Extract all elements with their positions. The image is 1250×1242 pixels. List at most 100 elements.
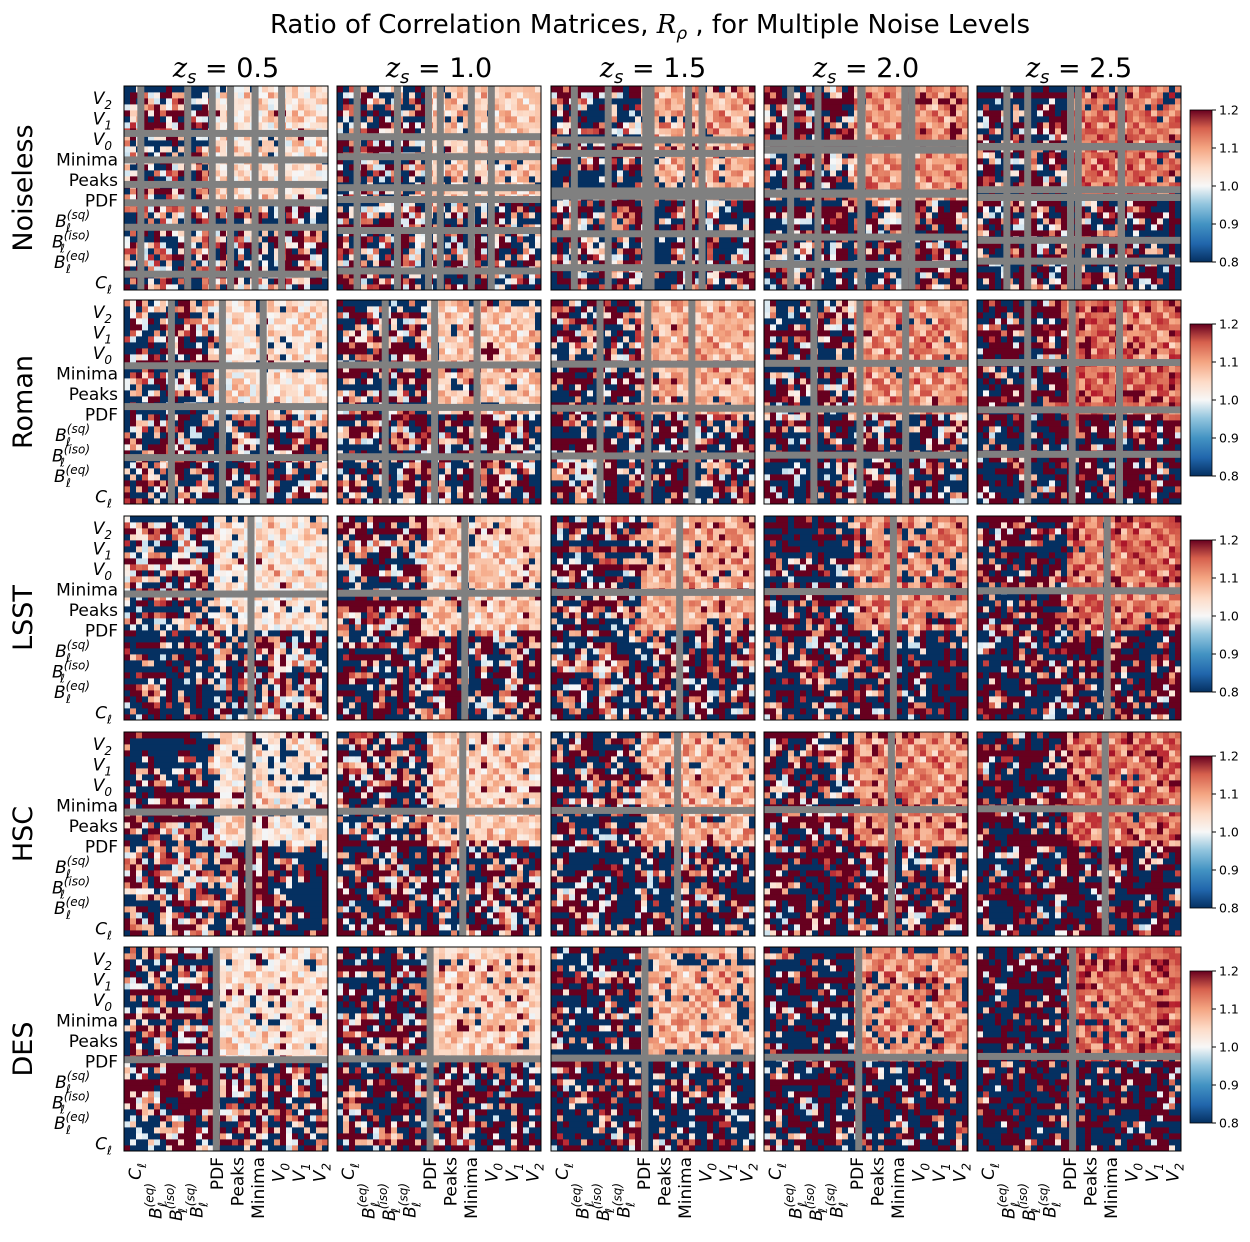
heatmap-cell <box>776 134 782 140</box>
heatmap-cell <box>409 176 415 182</box>
heatmap-cell <box>770 284 776 290</box>
heatmap-cell <box>409 260 415 266</box>
heatmap-cell <box>926 116 932 122</box>
heatmap-cell <box>238 164 244 170</box>
heatmap-cell <box>557 176 563 182</box>
heatmap-cell <box>665 254 671 260</box>
heatmap-cell <box>962 134 968 140</box>
heatmap-cell <box>800 182 806 188</box>
heatmap-cell <box>292 86 298 92</box>
heatmap-cell <box>926 212 932 218</box>
heatmap-cell <box>719 110 725 116</box>
heatmap-cell <box>451 140 457 146</box>
heatmap-cell <box>316 122 322 128</box>
heatmap-cell <box>725 272 731 278</box>
heatmap-cell <box>587 104 593 110</box>
heatmap-cell <box>124 188 130 194</box>
heatmap-cell <box>523 278 529 284</box>
heatmap-cell <box>385 122 391 128</box>
heatmap-cell <box>286 146 292 152</box>
heatmap-cell <box>659 182 665 188</box>
heatmap-cell <box>719 278 725 284</box>
heatmap-cell <box>172 110 178 116</box>
heatmap-cell <box>385 98 391 104</box>
heatmap-cell <box>836 98 842 104</box>
heatmap-cell <box>316 164 322 170</box>
heatmap-cell <box>707 254 713 260</box>
heatmap-cell <box>824 200 830 206</box>
heatmap-cell <box>457 260 463 266</box>
heatmap-cell <box>367 164 373 170</box>
heatmap-cell <box>316 188 322 194</box>
heatmap-cell <box>238 104 244 110</box>
heatmap-cell <box>830 218 836 224</box>
heatmap-cell <box>535 206 541 212</box>
heatmap-cell <box>842 164 848 170</box>
heatmap-cell <box>677 122 683 128</box>
heatmap-cell <box>379 284 385 290</box>
heatmap-cell <box>457 98 463 104</box>
heatmap-cell <box>836 278 842 284</box>
heatmap-cell <box>749 272 755 278</box>
heatmap-cell <box>926 158 932 164</box>
heatmap-cell <box>581 206 587 212</box>
heatmap-cell <box>950 212 956 218</box>
heatmap-cell <box>989 128 995 134</box>
heatmap-cell <box>599 110 605 116</box>
heatmap-cell <box>148 86 154 92</box>
heatmap-cell <box>776 248 782 254</box>
heatmap-cell <box>304 230 310 236</box>
heatmap-cell <box>268 92 274 98</box>
heatmap-cell <box>989 284 995 290</box>
heatmap-cell <box>244 260 250 266</box>
heatmap-cell <box>725 248 731 254</box>
heatmap-cell <box>836 164 842 170</box>
heatmap-cell <box>587 110 593 116</box>
heatmap-cell <box>836 170 842 176</box>
heatmap-cell <box>505 278 511 284</box>
heatmap-cell <box>154 104 160 110</box>
heatmap-cell <box>130 86 136 92</box>
heatmap-cell <box>623 122 629 128</box>
heatmap-cell <box>220 116 226 122</box>
heatmap-cell <box>379 236 385 242</box>
heatmap-cell <box>719 104 725 110</box>
heatmap-cell <box>617 278 623 284</box>
heatmap-cell <box>866 128 872 134</box>
heatmap-cell <box>848 110 854 116</box>
heatmap-cell <box>385 248 391 254</box>
heatmap-cell <box>517 146 523 152</box>
heatmap-cell <box>983 284 989 290</box>
heatmap-cell <box>671 218 677 224</box>
heatmap-cell <box>866 182 872 188</box>
heatmap-cell <box>298 170 304 176</box>
heatmap-cell <box>475 284 481 290</box>
heatmap-cell <box>749 116 755 122</box>
heatmap-cell <box>268 278 274 284</box>
heatmap-cell <box>926 224 932 230</box>
heatmap-cell <box>977 224 983 230</box>
heatmap-cell <box>800 254 806 260</box>
heatmap-cell <box>523 116 529 122</box>
heatmap-cell <box>529 104 535 110</box>
heatmap-cell <box>178 206 184 212</box>
heatmap-cell <box>848 284 854 290</box>
heatmap-cell <box>866 212 872 218</box>
heatmap-cell <box>950 272 956 278</box>
heatmap-cell <box>866 92 872 98</box>
heatmap-cell <box>581 242 587 248</box>
heatmap-cell <box>995 176 1001 182</box>
heatmap-cell <box>523 170 529 176</box>
heatmap-cell <box>725 206 731 212</box>
heatmap-cell <box>677 284 683 290</box>
heatmap-cell <box>244 146 250 152</box>
heatmap-cell <box>304 236 310 242</box>
heatmap-cell <box>878 92 884 98</box>
heatmap-cell <box>659 278 665 284</box>
heatmap-cell <box>535 146 541 152</box>
heatmap-cell <box>776 104 782 110</box>
heatmap-cell <box>995 92 1001 98</box>
heatmap-cell <box>800 98 806 104</box>
heatmap-cell <box>593 98 599 104</box>
heatmap-cell <box>659 164 665 170</box>
